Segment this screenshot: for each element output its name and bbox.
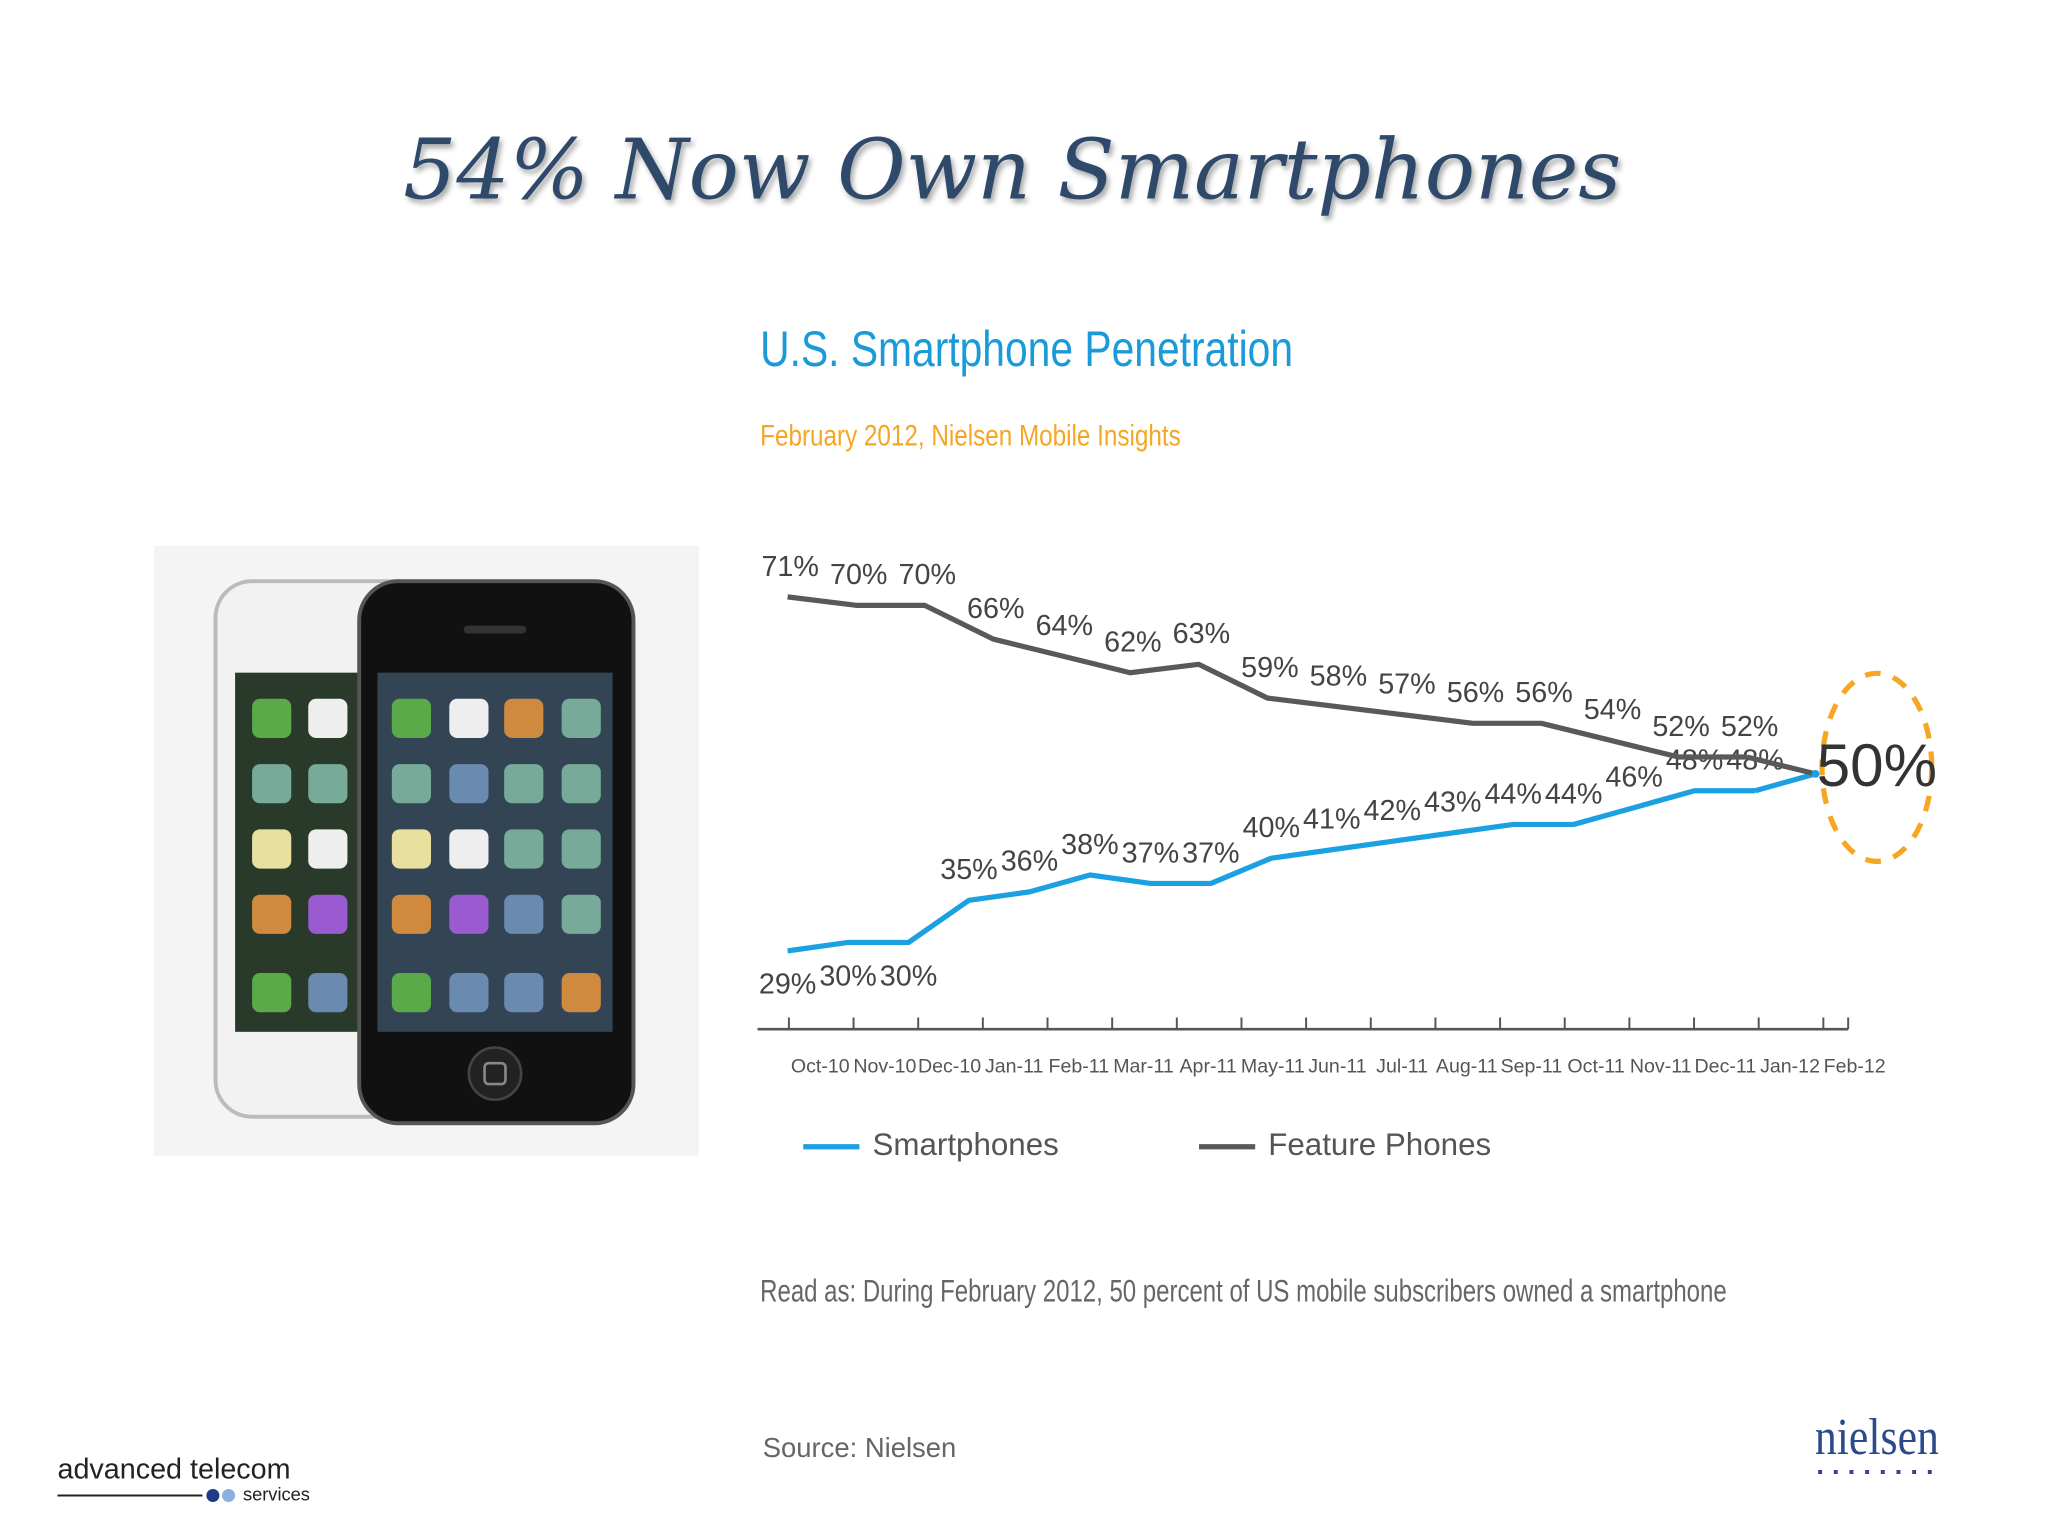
x-tick-label: Nov-11 bbox=[1630, 1055, 1692, 1077]
x-tick-label: Apr-11 bbox=[1180, 1055, 1237, 1077]
x-tick-label: Mar-11 bbox=[1113, 1055, 1174, 1077]
data-label: 46% bbox=[1605, 761, 1662, 793]
data-label: 54% bbox=[1584, 694, 1641, 726]
data-label: 56% bbox=[1447, 677, 1504, 709]
callout-connector bbox=[1754, 771, 1817, 794]
chart-note: Read as: During February 2012, 50 percen… bbox=[760, 1273, 1727, 1308]
data-label: 37% bbox=[1122, 837, 1179, 869]
data-label: 56% bbox=[1515, 677, 1572, 709]
data-label: 44% bbox=[1484, 778, 1541, 810]
x-tick-label: Oct-11 bbox=[1567, 1055, 1624, 1077]
data-label: 29% bbox=[759, 969, 816, 1001]
data-label: 64% bbox=[1036, 610, 1093, 642]
x-tick-label: Sep-11 bbox=[1501, 1055, 1563, 1077]
x-tick-label: Jan-11 bbox=[985, 1055, 1043, 1077]
data-line bbox=[787, 594, 1747, 760]
data-label: 30% bbox=[880, 960, 937, 992]
data-label: 63% bbox=[1173, 618, 1230, 650]
x-tick-label: May-11 bbox=[1241, 1055, 1305, 1077]
data-label: 38% bbox=[1061, 829, 1118, 861]
x-tick-label: Oct-10 bbox=[791, 1055, 850, 1077]
data-label: 62% bbox=[1104, 627, 1161, 659]
data-label: 58% bbox=[1310, 660, 1367, 692]
footer-brand: advanced telecom bbox=[57, 1453, 290, 1485]
data-label: 36% bbox=[1001, 846, 1058, 878]
footer-dot bbox=[222, 1488, 236, 1503]
slide-title: 54% Now Own Smartphones bbox=[403, 120, 1621, 218]
data-label: 52% bbox=[1652, 711, 1709, 743]
callout-label: 50% bbox=[1817, 732, 1937, 799]
data-label: 71% bbox=[761, 551, 818, 583]
x-tick-label: Dec-11 bbox=[1695, 1055, 1757, 1077]
logo: nielsen bbox=[1815, 1408, 1939, 1466]
x-tick-label: Aug-11 bbox=[1436, 1055, 1498, 1077]
chart-source: Source: Nielsen bbox=[763, 1432, 956, 1463]
x-tick-label: Jul-11 bbox=[1376, 1055, 1428, 1077]
data-label: 70% bbox=[899, 559, 956, 591]
data-label: 70% bbox=[830, 559, 887, 591]
data-label: 66% bbox=[967, 593, 1024, 625]
phone-image bbox=[154, 545, 699, 1156]
data-label: 43% bbox=[1424, 787, 1481, 819]
callout-ring bbox=[1819, 670, 1935, 864]
data-label: 35% bbox=[940, 854, 997, 886]
data-label: 37% bbox=[1182, 837, 1239, 869]
data-label: 30% bbox=[819, 960, 876, 992]
data-label: 48% bbox=[1666, 745, 1723, 777]
chart-subtitle: February 2012, Nielsen Mobile Insights bbox=[760, 419, 1181, 452]
x-tick-label: Feb-12 bbox=[1824, 1055, 1886, 1077]
data-label: 44% bbox=[1545, 778, 1602, 810]
data-label: 42% bbox=[1364, 795, 1421, 827]
callout-point bbox=[1811, 769, 1820, 778]
data-label: 57% bbox=[1378, 669, 1435, 701]
legend-label: Smartphones bbox=[872, 1127, 1058, 1162]
x-tick-label: Jun-11 bbox=[1308, 1055, 1366, 1077]
data-label: 52% bbox=[1721, 711, 1778, 743]
footer-tagline: services bbox=[243, 1483, 310, 1504]
x-tick-label: Feb-11 bbox=[1049, 1055, 1110, 1077]
callout-connector bbox=[1746, 754, 1817, 777]
legend-label: Feature Phones bbox=[1268, 1127, 1491, 1162]
data-label: 59% bbox=[1241, 652, 1298, 684]
x-tick-label: Dec-10 bbox=[918, 1055, 981, 1077]
chart-title: U.S. Smartphone Penetration bbox=[760, 321, 1293, 377]
footer-dot bbox=[206, 1488, 220, 1503]
data-label: 41% bbox=[1303, 804, 1360, 836]
x-tick-label: Nov-10 bbox=[853, 1055, 916, 1077]
data-line bbox=[787, 788, 1756, 954]
x-tick-label: Jan-12 bbox=[1760, 1055, 1820, 1077]
data-label: 40% bbox=[1243, 812, 1300, 844]
